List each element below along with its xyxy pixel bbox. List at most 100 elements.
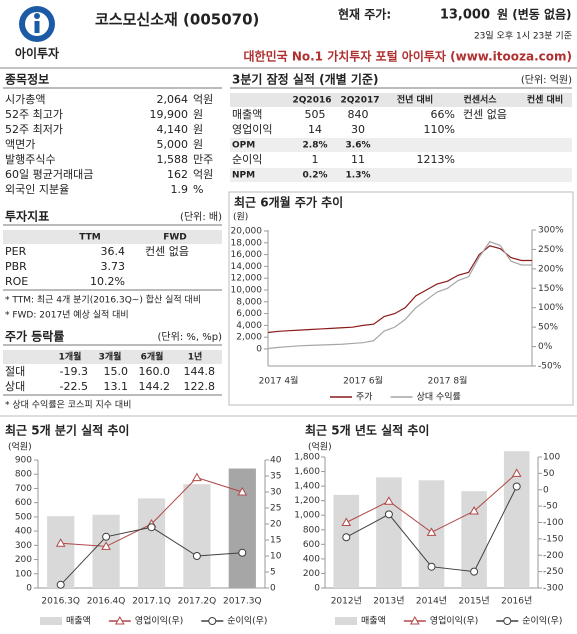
tick-label: 150%: [538, 284, 564, 294]
legend-marker: [409, 615, 420, 625]
cell: 억원: [193, 168, 213, 181]
tick-label: 50: [543, 469, 555, 479]
cell: 13.1: [104, 380, 129, 393]
tick-label: 0: [26, 584, 32, 594]
unit-note: (단위: 억원): [521, 73, 572, 86]
cell: 5,000: [157, 138, 189, 151]
x-tick-label: 2017 8월: [428, 375, 468, 387]
legend-label: 영업이익(우): [430, 615, 478, 627]
marker: [342, 533, 351, 542]
cell: 14: [308, 123, 322, 136]
row-label: 52주 최고가: [5, 108, 63, 121]
header-row: [3, 350, 222, 364]
legend-marker: [114, 615, 125, 625]
cell: 144.8: [184, 365, 216, 378]
cell: 122.8: [184, 380, 216, 393]
unit-note: (단위: %, %p): [158, 330, 223, 343]
marker: [384, 496, 394, 505]
x-tick-label: 2017.3Q: [223, 597, 262, 607]
tick-label: -100: [543, 518, 564, 528]
marker: [384, 510, 393, 519]
marker: [147, 523, 156, 532]
shaded-row: [230, 138, 572, 152]
tick-label: 10,000: [231, 286, 263, 296]
cell: 원: [193, 123, 203, 136]
marker: [237, 486, 248, 496]
marker: [56, 580, 65, 589]
marker: [238, 548, 247, 557]
price-label: 현재 주가:: [338, 7, 391, 22]
tick-label: 1,200: [294, 496, 320, 506]
price-unit: 원 (변동 없음): [497, 7, 572, 22]
cell: 1.3%: [346, 171, 371, 181]
tick-label: 800: [303, 525, 320, 535]
marker: [512, 482, 521, 491]
bar: [137, 498, 166, 588]
series-line: [267, 240, 532, 350]
cell: 원: [193, 108, 203, 121]
row-label: 액면가: [5, 138, 35, 151]
cell: -19.3: [60, 365, 88, 378]
bar: [92, 514, 120, 588]
row-label: 매출액: [232, 108, 262, 121]
tick-label: 100: [15, 569, 32, 579]
cell: 2.8%: [303, 141, 328, 151]
column-header: 컨센서스: [463, 94, 497, 106]
chart-title: 최근 6개월 주가 추이: [234, 195, 343, 210]
tick-label: 600: [303, 540, 320, 550]
cell: 1213%: [417, 153, 455, 166]
x-tick-label: 2017 6월: [343, 375, 383, 387]
axis-unit: (억원): [8, 441, 32, 453]
marker: [192, 472, 202, 482]
section-title: 3분기 잠정 실적 (개별 기준): [232, 72, 378, 87]
cell: 3.6%: [346, 141, 371, 151]
tick-label: 6,000: [236, 309, 262, 319]
legend-label: 순이익(우): [227, 615, 267, 627]
bar: [376, 477, 402, 588]
tick-label: 400: [303, 554, 320, 564]
tick-label: 200: [15, 555, 32, 565]
tick-label: 14,000: [231, 262, 263, 272]
legend-marker: [208, 617, 217, 625]
x-tick-label: 2014년: [416, 596, 447, 607]
tick-label: 900: [15, 456, 32, 466]
tick-label: 250%: [538, 245, 564, 255]
legend-label: 영업이익(우): [135, 615, 183, 627]
legend-label: 매출액: [361, 615, 386, 627]
row-label: 시가총액: [5, 93, 45, 106]
cell: 원: [193, 138, 203, 151]
legend-label: 상대 수익률: [417, 391, 461, 403]
cell: 66%: [431, 108, 455, 121]
cell: 억원: [193, 93, 213, 106]
row-label: 상대: [5, 380, 25, 393]
x-tick-label: 2013년: [373, 596, 404, 607]
tick-label: 16,000: [231, 250, 263, 260]
tick-label: 12,000: [231, 274, 263, 284]
marker: [470, 567, 479, 576]
x-tick-label: 2017 4월: [259, 375, 299, 387]
tick-label: 100%: [538, 303, 564, 313]
cell: 1.9: [171, 183, 189, 196]
cell: 4,140: [157, 123, 189, 136]
tick-label: -250: [543, 567, 564, 577]
timestamp: 23일 오후 1시 23분 기준: [474, 31, 572, 42]
cell: 160.0: [139, 365, 171, 378]
column-header: 3개월: [99, 351, 122, 363]
tick-label: 100: [543, 453, 560, 463]
column-header: 2Q2016: [293, 96, 332, 106]
tick-label: 5: [270, 568, 276, 578]
x-tick-label: 2017.2Q: [178, 597, 217, 607]
section-title: 투자지표: [5, 209, 49, 224]
marker: [55, 538, 66, 547]
tick-label: 0: [543, 485, 549, 495]
row-label: 절대: [5, 365, 25, 378]
tick-label: 20,000: [231, 227, 263, 237]
column-header: FWD: [163, 233, 187, 243]
header-row: [230, 93, 572, 107]
x-tick-label: 2017.1Q: [132, 597, 171, 607]
price: 13,000: [440, 8, 490, 23]
cell: 30: [351, 123, 365, 136]
cell: 15.0: [104, 365, 129, 378]
bar: [47, 516, 75, 588]
